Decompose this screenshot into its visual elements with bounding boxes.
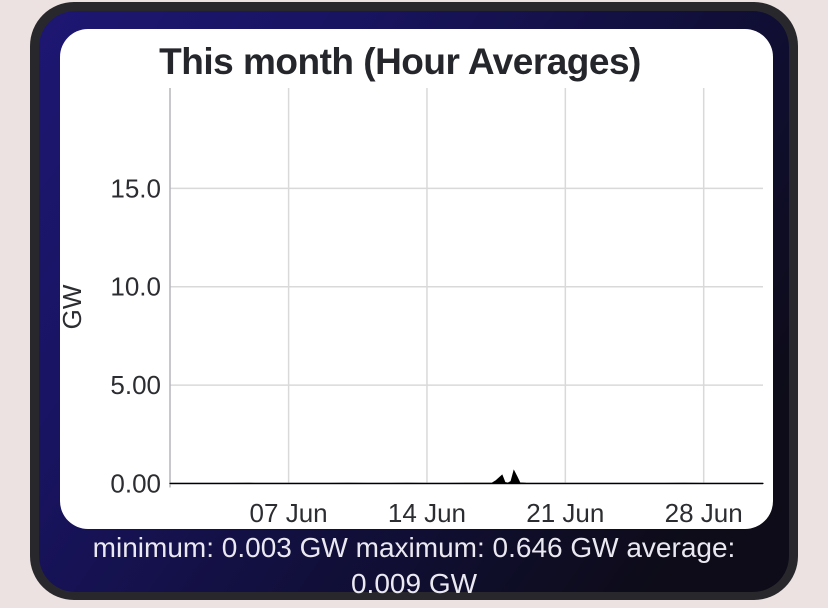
svg-text:15.0: 15.0 — [110, 173, 161, 203]
stats-summary: minimum: 0.003 GW maximum: 0.646 GW aver… — [92, 532, 736, 599]
svg-text:0.00: 0.00 — [110, 469, 161, 499]
svg-text:14 Jun: 14 Jun — [388, 498, 466, 528]
device-frame: 0.00 5.00 10.0 15.0 07 Jun 14 Jun 21 Jun 28 Jun… — [30, 2, 798, 600]
svg-text:28 Jun: 28 Jun — [665, 498, 743, 528]
chart-card: 0.00 5.00 10.0 15.0 07 Jun 14 Jun 21 Jun 28 Jun… — [60, 29, 773, 529]
svg-text:21 Jun: 21 Jun — [526, 498, 604, 528]
svg-text:10.0: 10.0 — [110, 272, 161, 302]
svg-text:07 Jun: 07 Jun — [250, 498, 328, 528]
svg-text:5.00: 5.00 — [110, 370, 161, 400]
chart-title: This month (Hour Averages) — [159, 41, 641, 82]
chart-plot[interactable]: 0.00 5.00 10.0 15.0 07 Jun 14 Jun 21 Jun 28 Jun… — [60, 29, 773, 529]
app-background: 0.00 5.00 10.0 15.0 07 Jun 14 Jun 21 Jun 28 Jun… — [39, 11, 789, 592]
svg-text:GW: GW — [60, 284, 87, 329]
